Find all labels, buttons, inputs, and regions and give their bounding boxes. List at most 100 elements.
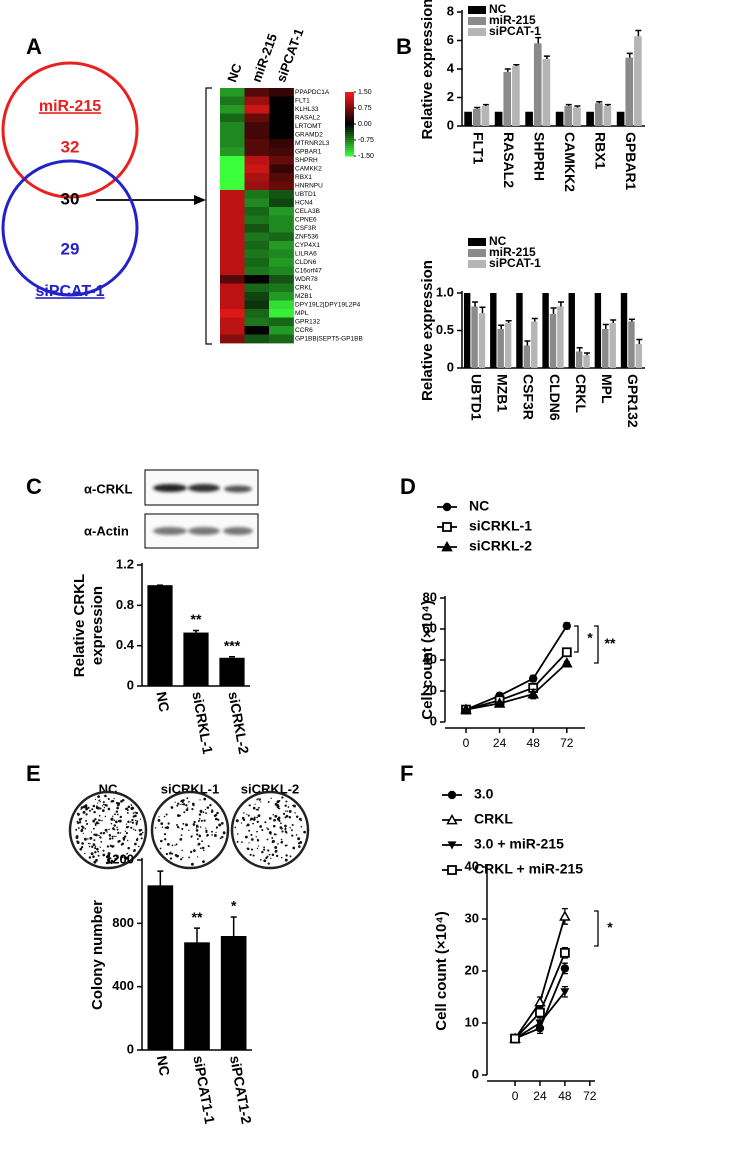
colony xyxy=(214,817,218,821)
row-label: MZB1 xyxy=(295,293,313,300)
colony xyxy=(130,807,134,811)
colony xyxy=(266,827,268,829)
colony xyxy=(127,846,130,850)
colony xyxy=(198,813,202,816)
colony xyxy=(185,823,188,827)
colony xyxy=(260,801,262,803)
significance: * xyxy=(607,919,613,935)
colony xyxy=(165,852,169,856)
colony xyxy=(133,828,135,831)
colony xyxy=(258,798,261,801)
y-axis-label: Relative expression xyxy=(419,260,436,401)
colony xyxy=(77,827,80,829)
colony xyxy=(167,822,170,825)
colony xyxy=(273,833,276,836)
y-tick-label: 1.0 xyxy=(436,284,454,299)
colony xyxy=(199,826,202,828)
colony xyxy=(180,834,183,837)
x-tick-label: NC xyxy=(153,690,172,713)
bar xyxy=(609,323,616,368)
colony xyxy=(282,812,286,815)
colony xyxy=(98,822,100,825)
error-bar xyxy=(505,320,512,323)
row-label: CLDN6 xyxy=(295,259,317,266)
error-bar xyxy=(504,68,511,72)
color-scale xyxy=(345,112,354,115)
heat-cell xyxy=(244,309,270,318)
colony xyxy=(209,804,212,807)
legend-marker xyxy=(442,522,452,532)
color-scale xyxy=(345,136,354,139)
colony xyxy=(85,809,87,811)
row-label: GP1BB|SEPT5-GP1BB xyxy=(295,335,363,342)
legend-label: siCRKL-1 xyxy=(469,518,532,534)
colony xyxy=(192,804,195,807)
y-tick-label: 20 xyxy=(465,962,479,977)
legend-label: siCRKL-2 xyxy=(469,538,532,554)
row-label: WDR78 xyxy=(295,276,318,283)
row-label: CYP4X1 xyxy=(295,242,320,249)
colony xyxy=(95,806,99,810)
colony xyxy=(79,847,83,851)
colony xyxy=(203,849,205,852)
colony xyxy=(102,831,106,835)
error-bar xyxy=(628,318,635,322)
heat-cell xyxy=(220,266,245,276)
colony xyxy=(82,810,86,814)
heat-cell xyxy=(220,173,245,182)
heat-cell xyxy=(220,96,245,106)
heat-cell xyxy=(244,122,270,131)
colony xyxy=(85,807,88,810)
colony xyxy=(266,838,269,841)
colony xyxy=(165,813,168,816)
y-axis-label: Relative CRKL xyxy=(71,574,88,677)
colony xyxy=(119,832,122,834)
colony xyxy=(190,835,193,838)
colony xyxy=(121,798,125,802)
colony xyxy=(135,821,138,825)
colony xyxy=(134,819,137,822)
colony xyxy=(96,847,99,851)
colony xyxy=(112,827,115,830)
colony xyxy=(94,823,97,825)
colony xyxy=(135,823,138,826)
heat-cell xyxy=(269,266,294,276)
heat-cell xyxy=(220,309,245,318)
colony xyxy=(218,823,222,827)
marker xyxy=(559,910,571,921)
x-tick-label: 0 xyxy=(463,736,470,750)
heat-cell xyxy=(220,190,245,199)
colony xyxy=(117,802,121,805)
error-bar xyxy=(229,656,235,658)
row-label: RBX1 xyxy=(295,174,312,181)
venn-overlap: 30 xyxy=(61,189,80,208)
colony xyxy=(284,804,287,807)
heat-cell xyxy=(220,241,245,250)
row-label: CPNE6 xyxy=(295,216,317,223)
colony xyxy=(196,856,199,858)
colony xyxy=(111,835,114,838)
colony xyxy=(120,855,124,859)
x-tick-label: MPL xyxy=(599,374,615,404)
heat-cell xyxy=(244,181,270,191)
colony xyxy=(136,837,139,840)
colony xyxy=(88,845,91,848)
x-tick-label: FLT1 xyxy=(471,132,487,165)
bar xyxy=(490,293,497,368)
colony xyxy=(116,828,119,831)
colony xyxy=(134,814,137,818)
bar xyxy=(594,103,603,126)
colony xyxy=(180,858,183,861)
colony xyxy=(244,835,248,839)
legend-label: miR-215 xyxy=(489,13,536,27)
colony xyxy=(217,818,220,821)
colony xyxy=(246,823,250,827)
legend-marker xyxy=(447,865,457,875)
colony xyxy=(100,841,103,843)
significance: * xyxy=(231,898,237,914)
colony xyxy=(99,807,102,810)
heat-cell xyxy=(220,105,245,114)
row-label: KLHL33 xyxy=(295,106,319,113)
row-label: MTRNR2L3 xyxy=(295,140,330,147)
colony xyxy=(80,808,82,810)
